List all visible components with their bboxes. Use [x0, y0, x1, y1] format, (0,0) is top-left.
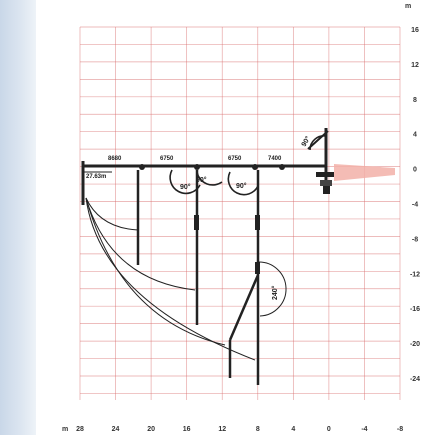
boom-length-label: 27.63m [86, 174, 106, 180]
y-axis-labels: 16 12 8 4 0 -4 -8 -12 -16 -20 -24 [410, 27, 420, 383]
boom-joints [139, 164, 285, 170]
y-axis-tick-label: -16 [410, 306, 420, 313]
y-axis-tick-label: -8 [412, 236, 418, 243]
x-axis-labels: 28 24 20 16 12 8 4 0 -4 -8 [76, 426, 403, 433]
hanging-sections [136, 170, 260, 385]
section-dim-3: 6750 [228, 156, 242, 162]
angle-label-3: 90° [236, 182, 247, 190]
x-axis-tick-label: 8 [256, 426, 260, 433]
grid [79, 26, 401, 400]
x-axis-tick-label: 24 [112, 426, 120, 433]
y-axis-unit: m [405, 3, 411, 10]
section-dim-4: 7400 [268, 156, 282, 162]
y-axis-tick-label: 0 [413, 167, 417, 174]
y-axis-tick-label: 12 [411, 62, 419, 69]
section-dim-2: 6750 [160, 156, 174, 162]
sweep-arcs [85, 197, 287, 361]
x-axis-tick-label: 0 [327, 426, 331, 433]
x-axis-tick-label: -4 [361, 426, 367, 433]
x-axis-tick-label: 4 [291, 426, 295, 433]
y-axis-tick-label: -12 [410, 271, 420, 278]
crane-base [307, 128, 395, 194]
x-axis-unit: m [62, 426, 68, 433]
y-axis-tick-label: -4 [412, 202, 418, 209]
y-axis-tick-label: -24 [410, 376, 420, 383]
y-axis-tick-label: 16 [411, 27, 419, 34]
section-dim-1: 8680 [108, 156, 122, 162]
y-axis-tick-label: 8 [413, 97, 417, 104]
x-axis-tick-label: 12 [218, 426, 226, 433]
x-axis-tick-label: 16 [183, 426, 191, 433]
y-axis-tick-label: -20 [410, 341, 420, 348]
angle-label-4: 240° [271, 285, 279, 300]
angle-label-1: 90° [180, 183, 191, 191]
left-gradient-band [0, 0, 36, 435]
y-axis-tick-label: 4 [413, 132, 417, 139]
x-axis-tick-label: 20 [147, 426, 155, 433]
x-axis-tick-label: 28 [76, 426, 84, 433]
angle-label-2: 90° [196, 176, 207, 184]
x-axis-tick-label: -8 [397, 426, 403, 433]
